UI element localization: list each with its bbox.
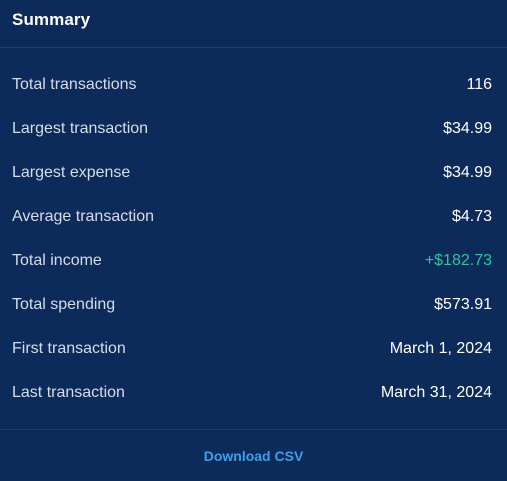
row-value: March 1, 2024 <box>389 340 492 357</box>
row-value: $4.73 <box>451 208 492 225</box>
row-value: 116 <box>466 76 492 93</box>
panel-title: Summary <box>12 9 91 29</box>
row-label: Total spending <box>12 296 116 313</box>
row-value: $573.91 <box>434 296 492 313</box>
summary-row-largest-expense: Largest expense $34.99 <box>0 151 507 195</box>
summary-row-largest-transaction: Largest transaction $34.99 <box>0 107 507 151</box>
summary-list: Total transactions 116 Largest transacti… <box>0 63 507 415</box>
row-label: Largest transaction <box>12 120 149 137</box>
row-value: $34.99 <box>443 164 492 181</box>
summary-row-total-transactions: Total transactions 116 <box>0 63 507 107</box>
row-label: Total transactions <box>12 76 137 93</box>
row-label: Last transaction <box>12 384 125 401</box>
download-csv-link[interactable]: Download CSV <box>203 447 304 464</box>
panel-footer: Download CSV <box>0 429 507 481</box>
row-label: Total income <box>12 252 102 269</box>
panel-header: Summary <box>0 0 507 48</box>
summary-row-average-transaction: Average transaction $4.73 <box>0 195 507 239</box>
row-label: Average transaction <box>12 208 155 225</box>
row-value: March 31, 2024 <box>380 384 492 401</box>
summary-row-last-transaction: Last transaction March 31, 2024 <box>0 371 507 415</box>
summary-row-total-spending: Total spending $573.91 <box>0 283 507 327</box>
row-value: $34.99 <box>443 120 492 137</box>
summary-row-total-income: Total income +$182.73 <box>0 239 507 283</box>
row-label: First transaction <box>12 340 126 357</box>
row-label: Largest expense <box>12 164 131 181</box>
row-value: +$182.73 <box>424 252 492 269</box>
summary-row-first-transaction: First transaction March 1, 2024 <box>0 327 507 371</box>
